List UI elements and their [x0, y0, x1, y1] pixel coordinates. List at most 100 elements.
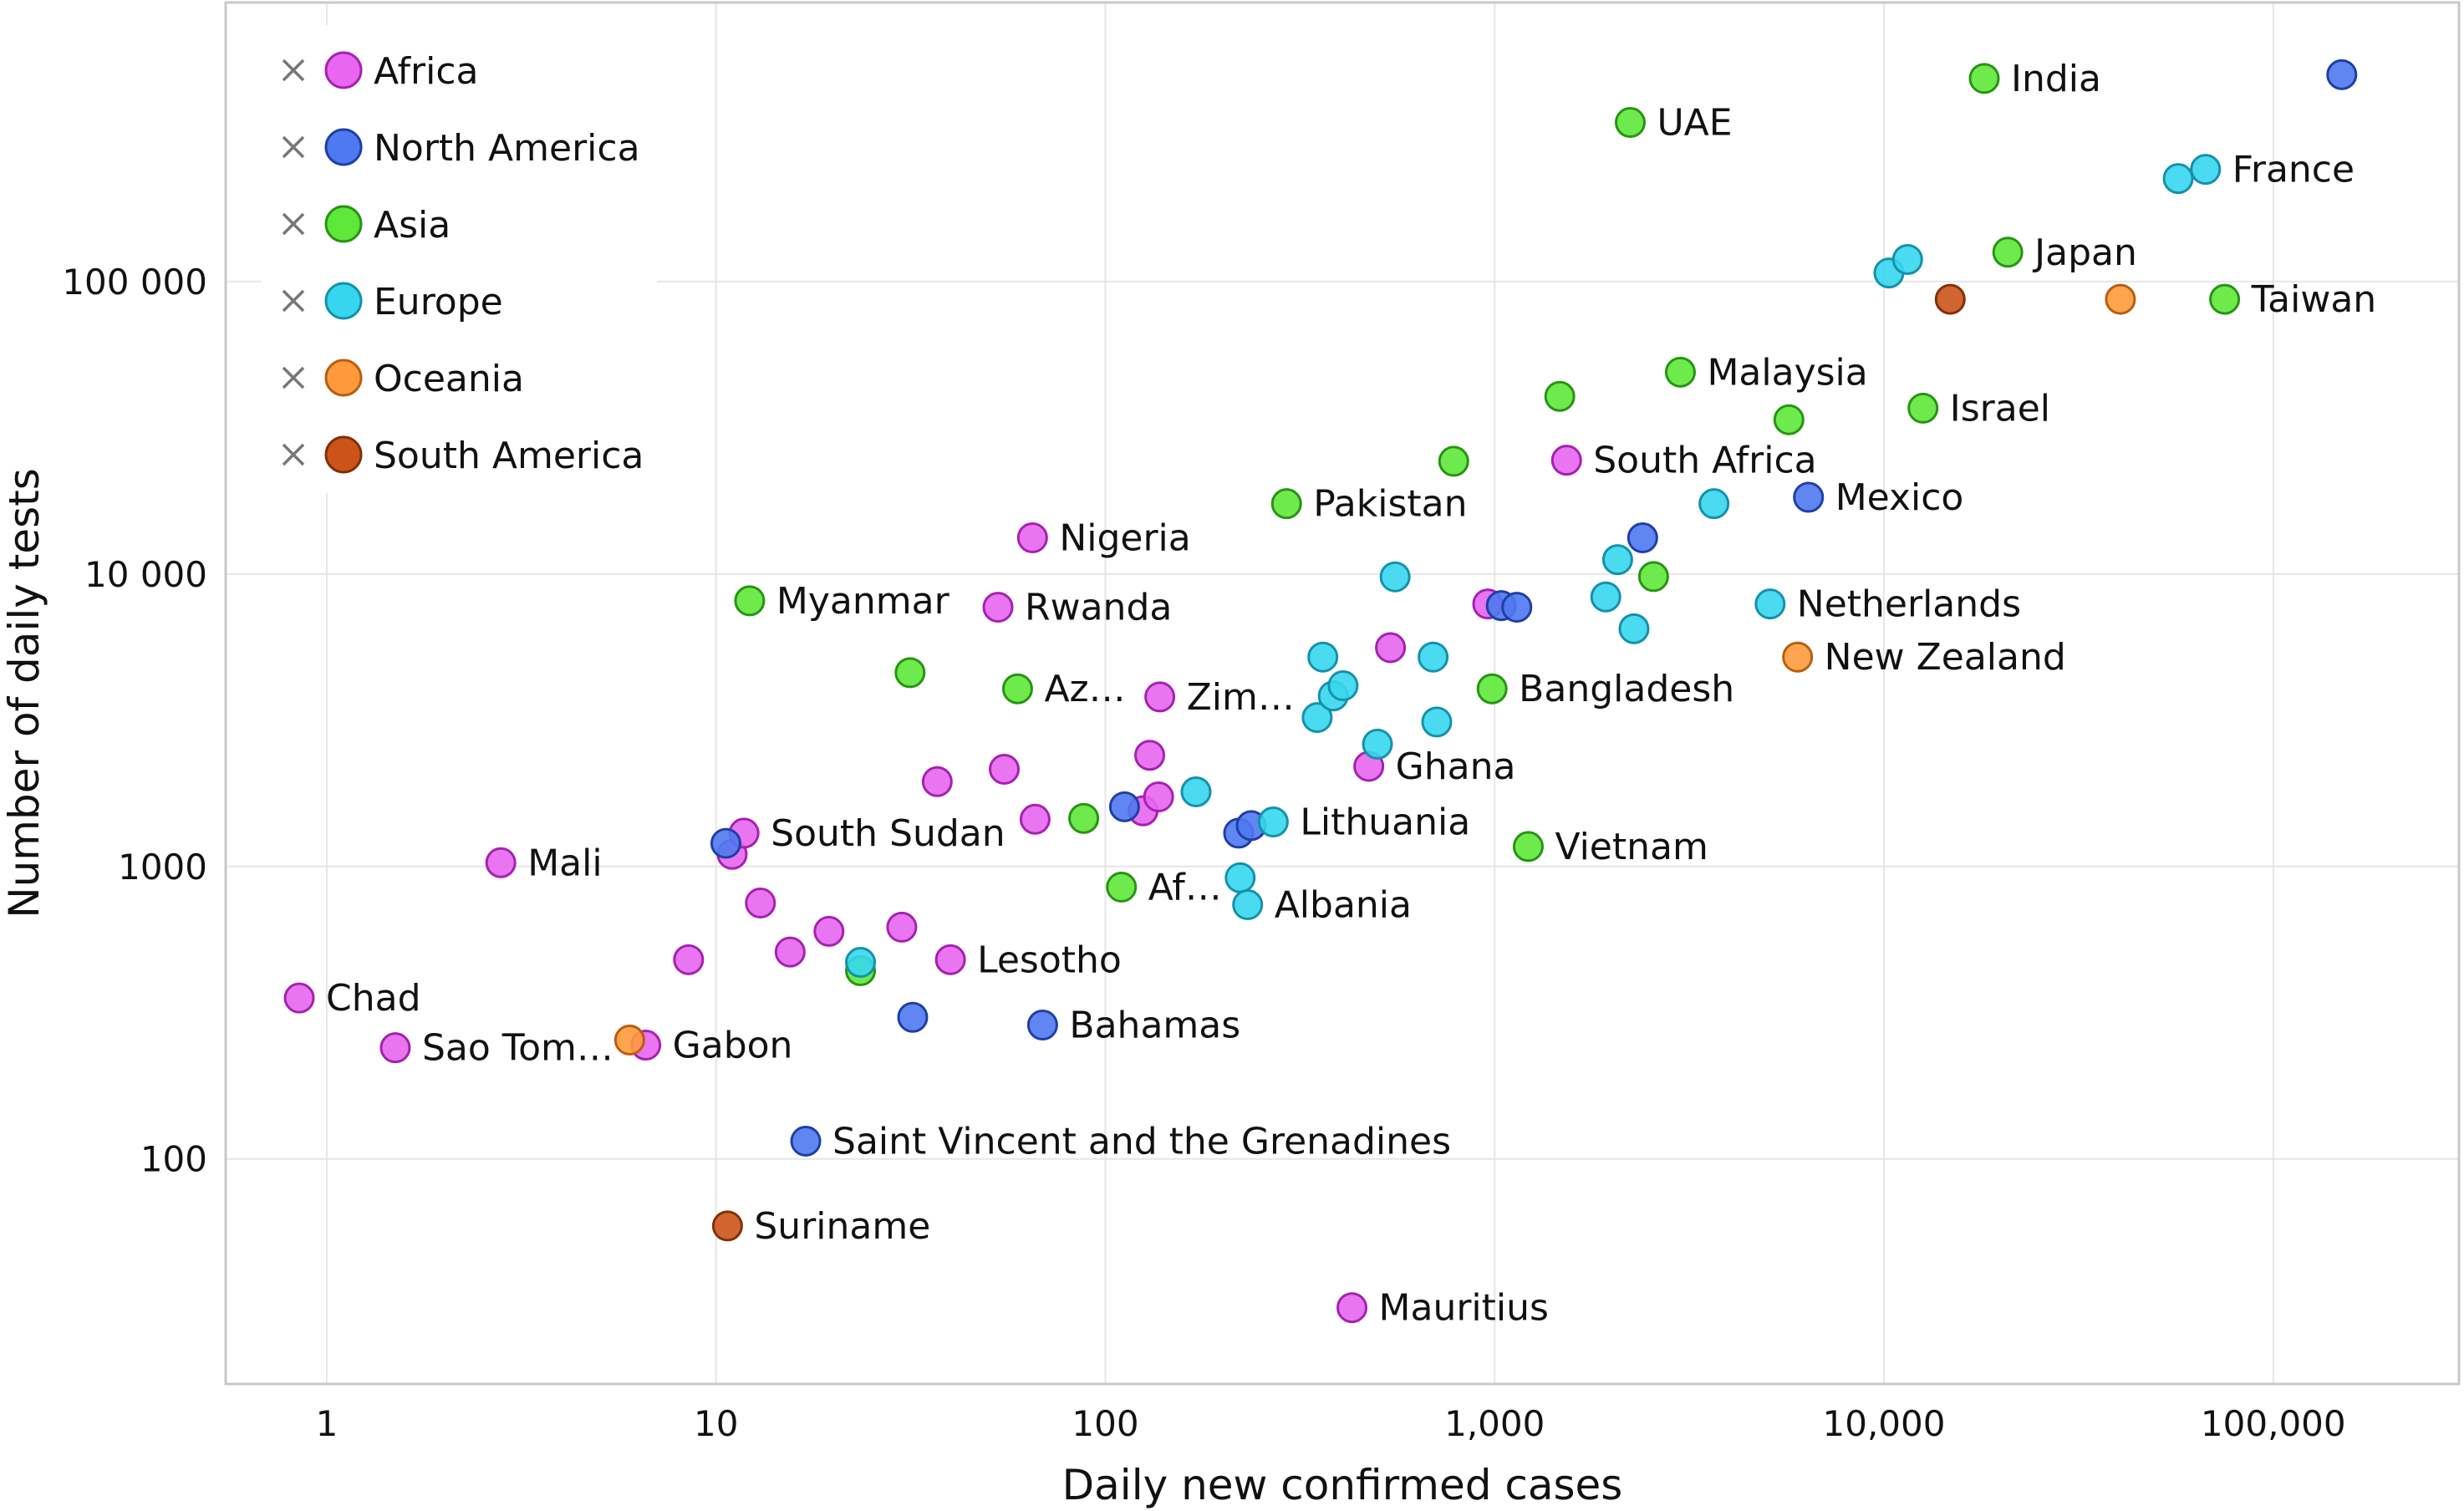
data-point[interactable]: [379, 1032, 411, 1064]
data-point[interactable]: [1501, 592, 1533, 623]
data-point[interactable]: [1637, 561, 1669, 593]
data-point[interactable]: [1698, 488, 1730, 520]
data-point[interactable]: [1664, 356, 1696, 388]
data-point[interactable]: [711, 1210, 743, 1242]
data-point[interactable]: [1026, 1009, 1058, 1040]
data-point[interactable]: [1307, 641, 1339, 673]
data-point[interactable]: [1257, 806, 1289, 837]
legend-item-europe[interactable]: Europe: [282, 281, 503, 323]
data-point[interactable]: [1068, 802, 1100, 834]
data-point[interactable]: [921, 766, 953, 797]
data-point[interactable]: [1754, 588, 1786, 620]
data-point[interactable]: [1627, 522, 1658, 554]
data-point[interactable]: [1180, 776, 1212, 807]
data-point[interactable]: [1544, 380, 1576, 412]
data-point[interactable]: [813, 915, 845, 947]
data-point[interactable]: [1144, 681, 1176, 713]
data-point[interactable]: [894, 657, 926, 689]
data-point[interactable]: [613, 1024, 645, 1056]
data-point[interactable]: [1992, 237, 2024, 268]
close-icon[interactable]: [282, 59, 305, 82]
data-point[interactable]: [1421, 706, 1453, 738]
data-point[interactable]: [1907, 392, 1939, 424]
data-point[interactable]: [1143, 781, 1174, 812]
data-point[interactable]: [1476, 673, 1508, 705]
data-point[interactable]: [1618, 613, 1650, 644]
data-point[interactable]: [1270, 488, 1302, 520]
data-point[interactable]: [1016, 522, 1048, 554]
data-point[interactable]: [2326, 59, 2358, 90]
data-point[interactable]: [1438, 445, 1469, 477]
x-tick-label: 1: [316, 1403, 339, 1444]
data-point[interactable]: [1968, 63, 2000, 94]
point-label: Albania: [1275, 884, 1412, 927]
legend-label: Africa: [374, 50, 479, 93]
data-point[interactable]: [1224, 862, 1256, 893]
data-point[interactable]: [2209, 283, 2241, 315]
data-point[interactable]: [1001, 673, 1033, 705]
legend-swatch: [324, 128, 363, 166]
data-point[interactable]: [886, 911, 918, 943]
close-icon[interactable]: [282, 212, 305, 236]
legend-item-africa[interactable]: Africa: [282, 50, 479, 93]
data-point[interactable]: [989, 753, 1021, 785]
data-point[interactable]: [1106, 871, 1138, 903]
data-point[interactable]: [1601, 544, 1633, 576]
legend-background: [261, 25, 657, 493]
legend-item-north-america[interactable]: North America: [282, 127, 640, 170]
data-point[interactable]: [2105, 283, 2136, 315]
point-label: Taiwan: [2251, 278, 2377, 321]
data-point[interactable]: [673, 944, 705, 975]
close-icon[interactable]: [282, 366, 305, 389]
data-point[interactable]: [774, 936, 806, 968]
data-point[interactable]: [1590, 581, 1621, 613]
data-point[interactable]: [1379, 561, 1411, 593]
close-icon[interactable]: [282, 289, 305, 313]
grid-layer: [226, 3, 2459, 1384]
data-point[interactable]: [283, 982, 315, 1014]
data-point[interactable]: [710, 827, 741, 859]
data-point[interactable]: [1891, 243, 1923, 275]
series-africa: [283, 445, 1582, 1324]
data-point[interactable]: [845, 947, 877, 979]
point-label: New Zealand: [1825, 636, 2066, 679]
data-point[interactable]: [1327, 670, 1359, 702]
legend-item-south-america[interactable]: South America: [282, 435, 644, 477]
data-point[interactable]: [1375, 632, 1407, 664]
data-point[interactable]: [1362, 728, 1393, 760]
data-point[interactable]: [734, 585, 766, 617]
legend-item-asia[interactable]: Asia: [282, 204, 451, 247]
data-point[interactable]: [1782, 641, 1814, 673]
data-point[interactable]: [745, 887, 776, 918]
data-point[interactable]: [1108, 791, 1140, 822]
data-point[interactable]: [1614, 107, 1646, 139]
data-point[interactable]: [897, 1001, 929, 1033]
data-point[interactable]: [934, 944, 966, 975]
data-point[interactable]: [1793, 481, 1825, 513]
data-point[interactable]: [1512, 831, 1544, 862]
data-point[interactable]: [1773, 404, 1805, 435]
data-point[interactable]: [1934, 283, 1966, 315]
close-icon[interactable]: [282, 443, 305, 466]
series-north-america: [710, 59, 2358, 1157]
point-label: Mauritius: [1379, 1287, 1549, 1330]
data-point[interactable]: [2190, 154, 2222, 186]
data-point[interactable]: [982, 592, 1014, 623]
data-point[interactable]: [1301, 702, 1333, 734]
data-point[interactable]: [1418, 641, 1449, 673]
close-icon[interactable]: [282, 135, 305, 159]
point-label: South Sudan: [771, 812, 1005, 855]
data-point[interactable]: [2162, 163, 2194, 195]
point-label: Suriname: [754, 1205, 930, 1248]
data-point[interactable]: [1019, 803, 1051, 835]
data-point[interactable]: [485, 847, 517, 878]
data-point[interactable]: [1550, 445, 1582, 476]
legend-item-oceania[interactable]: Oceania: [282, 358, 524, 400]
data-point[interactable]: [1232, 889, 1264, 921]
y-tick-label: 100 000: [62, 262, 207, 303]
legend-swatch: [324, 51, 363, 89]
data-point[interactable]: [1134, 740, 1166, 771]
data-point[interactable]: [1336, 1292, 1368, 1324]
data-point[interactable]: [790, 1125, 822, 1157]
point-label: Gabon: [673, 1025, 793, 1067]
